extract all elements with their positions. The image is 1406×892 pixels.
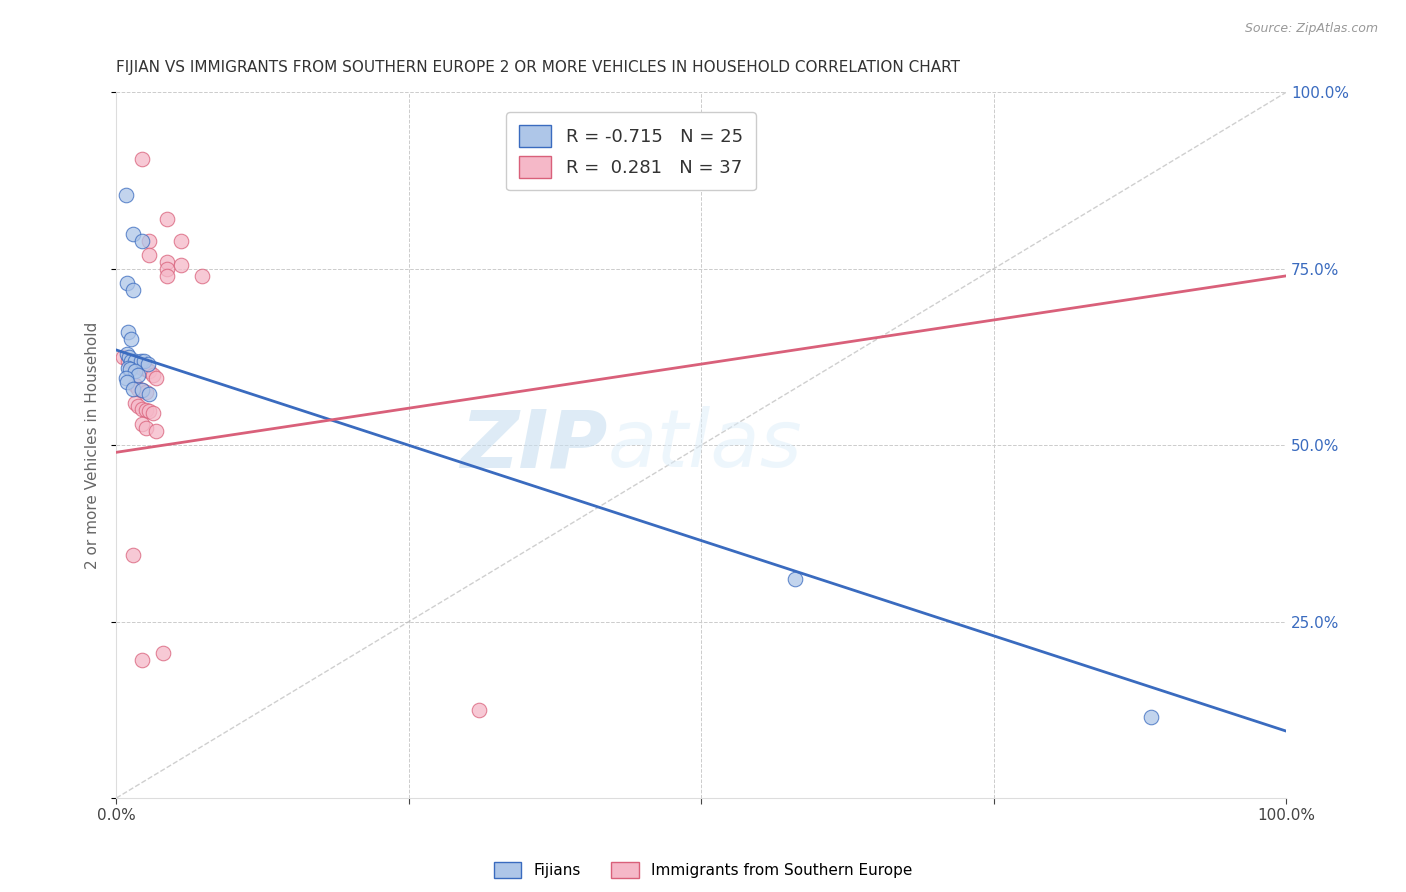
Point: [131, 360, 153, 375]
Point: [468, 703, 491, 717]
Point: [145, 424, 167, 438]
Point: [134, 385, 156, 400]
Point: [138, 364, 160, 378]
Point: [128, 382, 150, 396]
Point: [131, 383, 153, 397]
Text: ZIP: ZIP: [460, 406, 607, 484]
Point: [155, 254, 177, 268]
Point: [131, 401, 153, 416]
Point: [117, 360, 139, 375]
Legend: R = -0.715   N = 25, R =  0.281   N = 37: R = -0.715 N = 25, R = 0.281 N = 37: [506, 112, 755, 190]
Point: [117, 326, 139, 340]
Point: [115, 276, 138, 290]
Point: [128, 359, 150, 374]
Point: [145, 371, 167, 385]
Point: [138, 234, 160, 248]
Point: [124, 378, 146, 392]
Point: [121, 548, 143, 562]
Point: [129, 353, 152, 368]
Point: [124, 396, 146, 410]
Point: [131, 383, 153, 397]
Legend: Fijians, Immigrants from Southern Europe: Fijians, Immigrants from Southern Europe: [488, 856, 918, 884]
Point: [155, 261, 177, 276]
Point: [131, 153, 153, 167]
Point: [169, 234, 191, 248]
Point: [121, 332, 143, 346]
Point: [112, 350, 135, 364]
Point: [131, 653, 153, 667]
Point: [124, 353, 146, 368]
Point: [120, 362, 142, 376]
Point: [152, 647, 174, 661]
Point: [138, 404, 160, 418]
Point: [155, 212, 177, 227]
Point: [141, 368, 163, 382]
Point: [121, 355, 143, 369]
Point: [131, 234, 153, 248]
Point: [138, 387, 160, 401]
Point: [138, 248, 160, 262]
Point: [134, 362, 156, 376]
Text: FIJIAN VS IMMIGRANTS FROM SOUTHERN EUROPE 2 OR MORE VEHICLES IN HOUSEHOLD CORREL: FIJIAN VS IMMIGRANTS FROM SOUTHERN EUROP…: [117, 60, 960, 75]
Point: [190, 268, 212, 283]
Point: [124, 364, 146, 378]
Point: [1140, 710, 1163, 724]
Point: [114, 187, 136, 202]
Point: [155, 268, 177, 283]
Point: [131, 417, 153, 431]
Point: [115, 375, 138, 389]
Point: [124, 357, 146, 371]
Point: [134, 420, 156, 434]
Point: [121, 382, 143, 396]
Point: [134, 403, 156, 417]
Point: [117, 353, 139, 368]
Point: [136, 357, 159, 371]
Point: [118, 350, 141, 364]
Point: [114, 371, 136, 385]
Point: [115, 346, 138, 360]
Point: [134, 353, 156, 368]
Text: atlas: atlas: [607, 406, 803, 484]
Text: Source: ZipAtlas.com: Source: ZipAtlas.com: [1244, 22, 1378, 36]
Point: [128, 368, 150, 382]
Point: [783, 572, 806, 586]
Point: [141, 407, 163, 421]
Point: [121, 283, 143, 297]
Y-axis label: 2 or more Vehicles in Household: 2 or more Vehicles in Household: [86, 322, 100, 569]
Point: [128, 400, 150, 414]
Point: [121, 227, 143, 241]
Point: [169, 258, 191, 272]
Point: [121, 353, 143, 368]
